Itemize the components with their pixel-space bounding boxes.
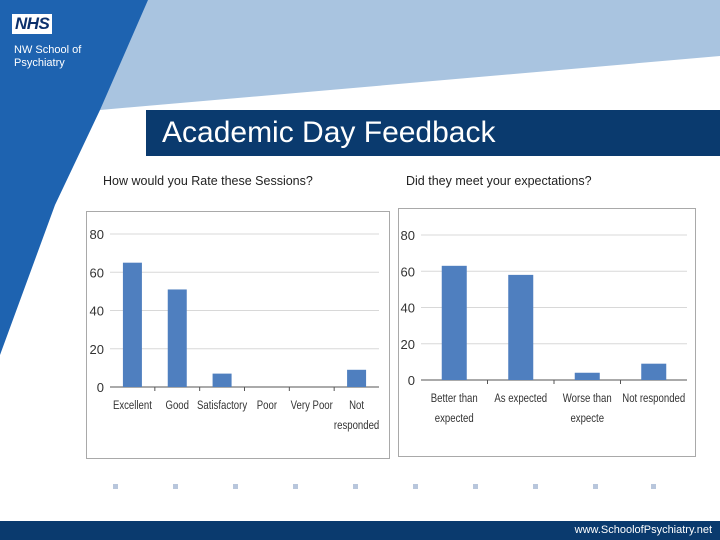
dot [353, 484, 358, 489]
dot [233, 484, 238, 489]
x-tick-label: Good [166, 399, 189, 412]
bar [641, 363, 667, 380]
y-tick-label: 0 [97, 380, 104, 395]
dot [113, 484, 118, 489]
bar [508, 274, 534, 380]
page-title: Academic Day Feedback [162, 116, 496, 149]
y-tick-label: 40 [401, 301, 415, 316]
x-tick-label: responded [334, 419, 379, 432]
x-tick-label: Not responded [622, 392, 685, 405]
chart-2: 0 20 40 60 80 Better than expected As expected W… [401, 228, 687, 425]
y-tick-label: 20 [90, 342, 104, 357]
org-name: NW School of Psychiatry [14, 44, 82, 69]
x-tick-label: Worse than [563, 392, 612, 405]
title-bar: Academic Day Feedback [144, 110, 720, 156]
chart-1-title: How would you Rate these Sessions? [103, 174, 313, 188]
nhs-logo: NHS [12, 14, 53, 34]
x-tick-label: Very Poor [291, 399, 333, 412]
bar [574, 372, 600, 380]
y-tick-label: 0 [408, 373, 415, 388]
y-tick-label: 20 [401, 337, 415, 352]
dot [473, 484, 478, 489]
x-tick-label: Not [349, 399, 364, 412]
y-tick-label: 60 [90, 265, 104, 280]
y-tick-label: 80 [90, 227, 104, 242]
dot [533, 484, 538, 489]
dot [293, 484, 298, 489]
dot [593, 484, 598, 489]
chart-2-frame: 0 20 40 60 80 Better than expected As expected W… [398, 208, 696, 457]
decorative-dots [0, 484, 720, 494]
y-tick-label: 40 [90, 304, 104, 319]
bar [122, 262, 142, 387]
x-tick-label: Better than [431, 392, 478, 405]
bar [347, 369, 367, 387]
bar [441, 265, 467, 380]
chart-1: 0 20 40 60 80 Excellent Good Satisfactory Poor Ve… [90, 227, 380, 432]
bar [167, 289, 187, 387]
x-tick-label: expected [435, 412, 474, 425]
x-tick-label: As expected [494, 392, 547, 405]
footer-bar: www.SchoolofPsychiatry.net [0, 521, 720, 540]
footer-url: www.SchoolofPsychiatry.net [574, 524, 712, 536]
y-tick-label: 60 [401, 264, 415, 279]
x-tick-label: Poor [257, 399, 278, 412]
chart-2-title: Did they meet your expectations? [406, 174, 592, 188]
x-tick-label: Satisfactory [197, 399, 248, 412]
chart-1-frame: 0 20 40 60 80 Excellent Good Satisfactory Poor Ve… [86, 211, 390, 459]
x-tick-label: Excellent [113, 399, 152, 412]
bar [212, 373, 232, 387]
y-tick-label: 80 [401, 228, 415, 243]
x-tick-label: expecte [570, 412, 604, 425]
dot [651, 484, 656, 489]
dot [173, 484, 178, 489]
dot [413, 484, 418, 489]
